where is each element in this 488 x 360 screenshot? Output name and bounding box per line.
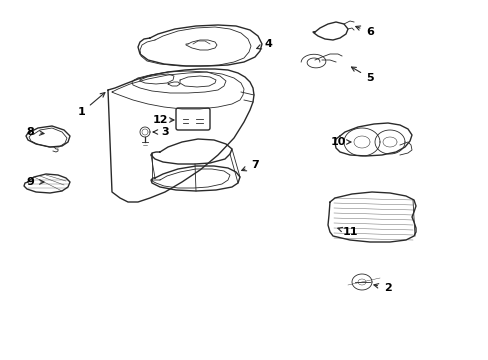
Text: 12: 12 <box>152 115 167 125</box>
Text: 9: 9 <box>26 177 34 187</box>
Text: 8: 8 <box>26 127 34 137</box>
Text: 3: 3 <box>161 127 168 137</box>
Text: 1: 1 <box>78 107 86 117</box>
Text: 11: 11 <box>342 227 357 237</box>
Text: 2: 2 <box>384 283 391 293</box>
Text: 4: 4 <box>264 39 271 49</box>
Text: 10: 10 <box>329 137 345 147</box>
Text: 6: 6 <box>366 27 373 37</box>
Text: 5: 5 <box>366 73 373 83</box>
FancyBboxPatch shape <box>176 108 209 130</box>
Text: 7: 7 <box>251 160 258 170</box>
